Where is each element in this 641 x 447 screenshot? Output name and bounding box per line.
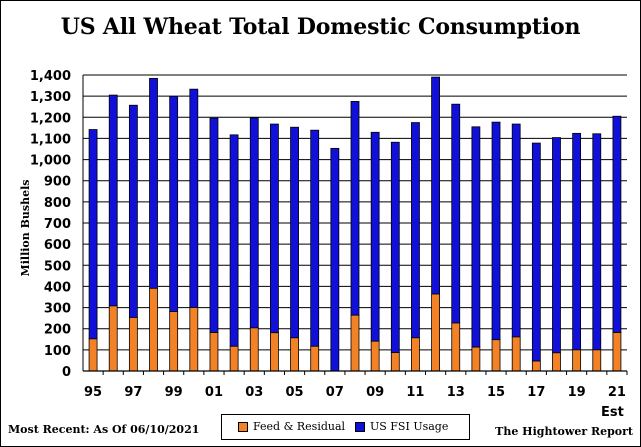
bar-feed-96 [108, 305, 118, 372]
y-tick-label: 100 [44, 344, 71, 359]
bar-feed-98 [149, 287, 158, 372]
bar-fsi-03 [249, 117, 259, 329]
y-tick-label: 1,100 [30, 132, 71, 147]
bar-feed-11 [411, 337, 420, 372]
estimate-label: Est [601, 405, 624, 420]
legend-item-feed: Feed & Residual [238, 420, 345, 433]
x-tick-label: 15 [487, 385, 505, 400]
bar-fsi-01 [209, 117, 219, 333]
y-tick-label: 800 [44, 196, 71, 211]
bar-fsi-12 [431, 76, 440, 295]
bar-feed-18 [552, 352, 561, 372]
bar-feed-09 [370, 340, 380, 372]
bar-fsi-06 [310, 129, 320, 347]
bar-fsi-00 [189, 88, 199, 308]
bar-feed-01 [209, 332, 219, 372]
x-tick-label: 19 [568, 385, 586, 400]
bar-fsi-18 [552, 137, 561, 354]
x-tick-label: 95 [84, 385, 102, 400]
legend-label-feed: Feed & Residual [253, 420, 346, 433]
bar-feed-00 [189, 307, 199, 372]
x-tick-label: 09 [366, 385, 384, 400]
y-tick-label: 700 [44, 217, 71, 232]
chart-title: US All Wheat Total Domestic Consumption [60, 14, 581, 40]
legend-item-fsi: US FSI Usage [355, 420, 448, 433]
bar-feed-19 [572, 349, 582, 372]
y-tick-label: 1,300 [30, 90, 71, 105]
y-tick-label: 1,200 [30, 111, 71, 126]
bar-feed-04 [270, 332, 279, 372]
bar-feed-10 [390, 352, 400, 372]
bar-fsi-21 [612, 115, 622, 333]
bar-feed-21 [612, 332, 622, 372]
bar-feed-97 [128, 317, 138, 372]
legend-swatch-feed [238, 421, 248, 432]
bar-feed-99 [169, 311, 179, 372]
bar-fsi-14 [471, 126, 481, 348]
bar-fsi-19 [572, 132, 582, 351]
bar-feed-17 [531, 360, 541, 372]
bar-feed-08 [350, 314, 360, 372]
chart-legend: Feed & Residual US FSI Usage [221, 414, 470, 440]
bar-fsi-11 [411, 122, 420, 339]
bar-fsi-99 [169, 95, 179, 312]
bar-fsi-04 [270, 123, 279, 334]
x-tick-label: 21 [608, 385, 626, 400]
x-tick-label: 01 [205, 385, 223, 400]
bar-feed-16 [511, 336, 521, 372]
bar-fsi-20 [592, 133, 602, 351]
bar-fsi-97 [128, 104, 138, 318]
x-tick-label: 11 [406, 385, 424, 400]
bar-feed-05 [290, 337, 299, 372]
y-tick-label: 900 [44, 175, 71, 190]
bar-fsi-15 [491, 121, 501, 341]
bar-fsi-09 [370, 131, 380, 342]
y-tick-label: 0 [62, 365, 71, 380]
legend-label-fsi: US FSI Usage [370, 420, 449, 433]
bar-feed-13 [451, 322, 461, 372]
x-tick-label: 07 [326, 385, 344, 400]
bar-feed-06 [310, 345, 320, 372]
bar-feed-20 [592, 349, 602, 372]
x-tick-label: 97 [124, 385, 142, 400]
bar-fsi-96 [108, 94, 118, 307]
bar-feed-12 [431, 293, 440, 372]
bar-feed-02 [229, 345, 239, 372]
bar-fsi-02 [229, 134, 239, 347]
y-tick-label: 500 [44, 259, 71, 274]
x-tick-label: 03 [245, 385, 263, 400]
bar-fsi-95 [88, 129, 98, 340]
bar-feed-15 [491, 339, 501, 372]
bar-fsi-17 [531, 142, 541, 362]
y-tick-label: 400 [44, 280, 71, 295]
bar-fsi-07 [330, 147, 340, 372]
x-tick-label: 17 [527, 385, 545, 400]
most-recent-note: Most Recent: As Of 06/10/2021 [8, 423, 200, 436]
source-note: The Hightower Report [495, 425, 633, 438]
bar-fsi-98 [149, 77, 158, 289]
bar-fsi-08 [350, 101, 360, 316]
y-tick-label: 1,000 [30, 154, 71, 169]
bar-feed-14 [471, 346, 481, 372]
bar-feed-95 [88, 338, 98, 372]
x-tick-label: 05 [286, 385, 304, 400]
y-tick-label: 300 [44, 302, 71, 317]
y-tick-label: 200 [44, 323, 71, 338]
y-tick-label: 600 [44, 238, 71, 253]
x-tick-label: 99 [165, 385, 183, 400]
bar-fsi-16 [511, 123, 521, 338]
x-tick-label: 13 [447, 385, 465, 400]
bar-fsi-13 [451, 103, 461, 324]
bar-feed-03 [249, 327, 259, 372]
bar-fsi-10 [390, 141, 400, 354]
legend-swatch-fsi [355, 421, 365, 432]
y-tick-label: 1,400 [30, 69, 71, 84]
bar-fsi-05 [290, 126, 299, 339]
